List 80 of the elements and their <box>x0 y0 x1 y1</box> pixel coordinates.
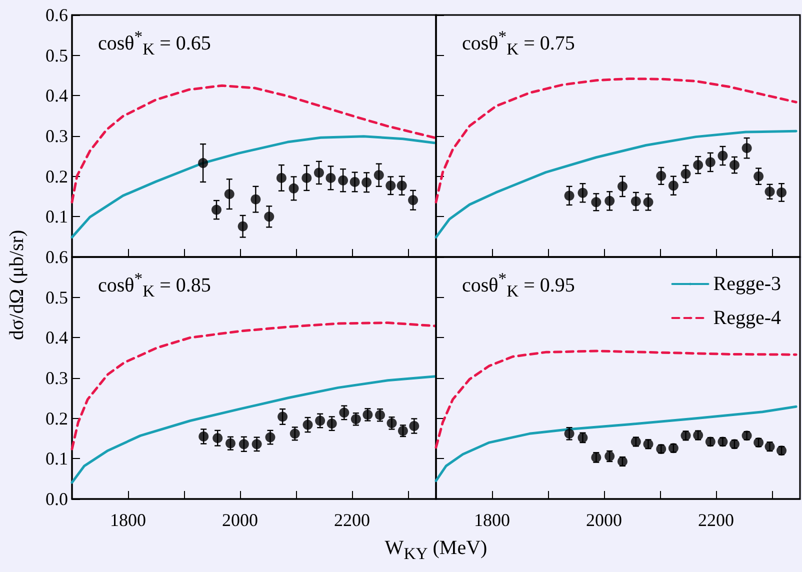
point <box>718 150 728 161</box>
point <box>252 439 262 450</box>
x-tick-label: 2000 <box>586 510 622 530</box>
point <box>302 172 312 183</box>
x-tick-label: 2000 <box>222 510 258 530</box>
y-tick-label: 0.1 <box>46 206 68 227</box>
point <box>604 196 615 206</box>
point <box>225 438 236 448</box>
point <box>564 190 574 201</box>
point <box>265 432 276 442</box>
point <box>374 170 384 180</box>
point <box>278 412 288 422</box>
y-tick-label: 0.6 <box>46 247 68 267</box>
y-tick-label: 0.2 <box>46 166 68 186</box>
y-tick-label: 0.5 <box>46 287 68 308</box>
point <box>656 170 666 181</box>
point <box>386 180 396 191</box>
point <box>705 157 716 168</box>
point <box>224 189 234 200</box>
point <box>350 414 361 424</box>
y-tick-label: 0.3 <box>46 368 68 388</box>
point <box>302 420 313 430</box>
point <box>198 158 208 168</box>
point <box>338 175 348 186</box>
line-series <box>70 375 437 484</box>
legend-label: Regge-3 <box>713 273 782 295</box>
point <box>409 421 420 431</box>
point <box>630 196 641 206</box>
point <box>680 168 691 179</box>
point <box>408 195 418 206</box>
legend-label: Regge-4 <box>713 307 782 329</box>
y-tick-label: 0.2 <box>46 408 68 428</box>
y-axis-title: dσ/dΩ (μb/sr) <box>6 228 29 342</box>
point <box>617 181 628 192</box>
point <box>238 221 248 232</box>
point <box>212 433 223 444</box>
point <box>314 168 324 178</box>
x-axis-title: W$_{KY}$ (MeV) <box>384 537 488 564</box>
y-tick-label: 0.5 <box>46 45 68 66</box>
y-tick-label: 0.6 <box>46 5 68 25</box>
point <box>238 439 249 450</box>
point <box>729 160 740 170</box>
line-series <box>70 84 436 204</box>
point <box>643 197 654 208</box>
text: cosθ$^{*}$$_{K}$ = 0.75 <box>462 27 575 60</box>
y-tick-label: 0.1 <box>46 448 68 469</box>
x-tick-label: 2200 <box>698 510 734 530</box>
point <box>350 176 360 187</box>
point <box>326 418 337 429</box>
text: cosθ$^{*}$$_{K}$ = 0.95 <box>462 269 575 302</box>
point <box>211 204 222 215</box>
point <box>198 431 209 442</box>
point <box>668 180 678 191</box>
point <box>315 416 326 426</box>
point <box>776 187 787 198</box>
y-tick-label: 0.0 <box>46 489 68 509</box>
point <box>764 186 775 197</box>
y-tick-label: 0.4 <box>46 328 68 348</box>
x-tick-label: 2200 <box>334 510 370 530</box>
y-tick-label: 0.3 <box>46 126 68 146</box>
point <box>276 172 286 183</box>
point <box>591 197 602 208</box>
y-tick-label: 0.4 <box>46 86 68 106</box>
point <box>264 212 274 222</box>
x-tick-label: 1800 <box>474 510 510 530</box>
point <box>250 194 261 204</box>
text: cosθ$^{*}$$_{K}$ = 0.85 <box>98 269 211 302</box>
point <box>362 177 372 188</box>
point <box>339 408 350 418</box>
point <box>742 143 752 154</box>
x-tick-label: 1800 <box>110 510 146 530</box>
point <box>326 172 336 183</box>
line-series <box>70 321 437 450</box>
point <box>396 180 407 191</box>
line-series <box>70 135 436 238</box>
point <box>693 160 704 170</box>
point <box>754 171 764 182</box>
text: cosθ$^{*}$$_{K}$ = 0.65 <box>98 27 211 60</box>
point <box>288 183 299 194</box>
point <box>578 188 588 198</box>
